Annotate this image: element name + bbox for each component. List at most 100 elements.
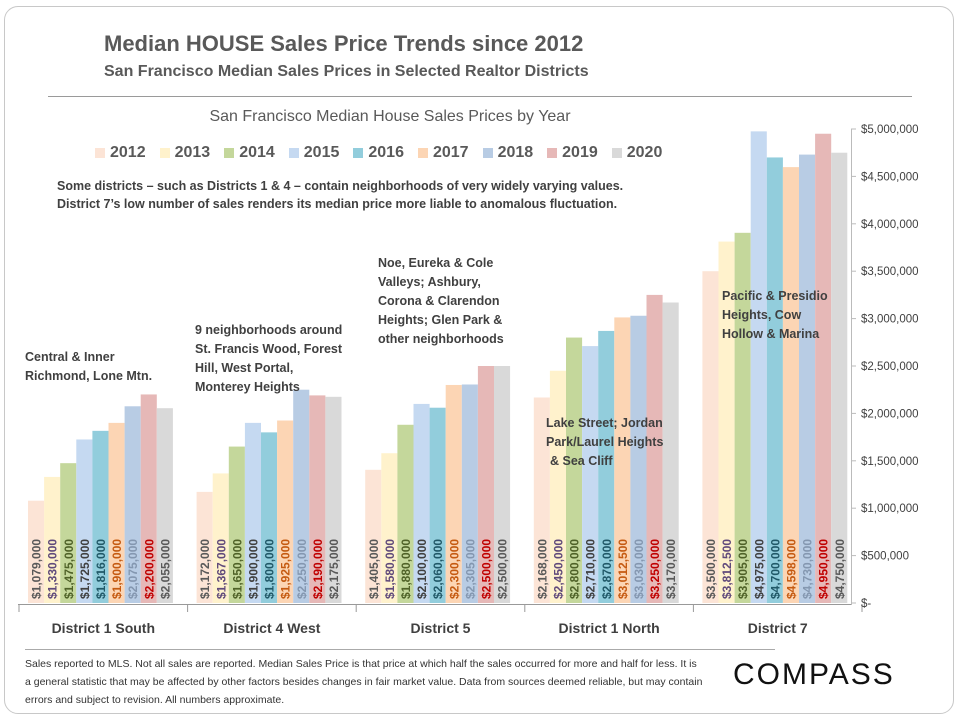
annotation-line: Monterey Heights [195, 380, 300, 394]
legend-item-2014: 2014 [224, 144, 275, 162]
bar-2018 [461, 384, 478, 603]
data-label: $2,175,000 [327, 539, 341, 599]
data-label: $3,250,000 [648, 539, 662, 599]
category-label: District 1 North [559, 620, 660, 636]
page-title: Median HOUSE Sales Price Trends since 20… [104, 31, 584, 56]
legend-swatch [417, 148, 428, 158]
bar-2012 [702, 271, 719, 603]
annotation-line: Corona & Clarendon [378, 294, 500, 308]
bar-2012 [196, 491, 213, 603]
annotation-line: Noe, Eureka & Cole [378, 256, 494, 270]
data-label: $2,500,000 [479, 539, 493, 599]
district-annotation: Central & Inner Richmond, Lone Mtn. [25, 348, 152, 386]
bar-2013 [718, 241, 735, 603]
annotation-line: & Sea Cliff [550, 454, 613, 468]
bar-2015 [244, 422, 261, 603]
data-label: $1,880,000 [399, 539, 413, 599]
bar-2016 [766, 157, 783, 603]
legend-swatch [95, 148, 105, 158]
district-annotation: 9 neighborhoods around St. Francis Wood, … [195, 321, 342, 397]
y-tick-label: $4,000,000 [861, 219, 919, 231]
data-label: $1,172,000 [198, 539, 212, 599]
bar-2012 [28, 500, 45, 603]
annotation-line: Park/Laurel Heights [546, 435, 664, 449]
bar-2020 [831, 152, 848, 603]
page-subtitle: San Francisco Median Sales Prices in Sel… [104, 63, 589, 80]
bar-2018 [630, 315, 647, 603]
y-tick-label: $2,000,000 [861, 408, 919, 420]
bar-2016 [92, 430, 109, 603]
annotation-line: Heights, Cow [722, 308, 802, 322]
bar-2020 [325, 396, 342, 603]
bar-2018 [124, 406, 141, 603]
bar-2019 [140, 394, 157, 603]
data-label: $2,060,000 [431, 539, 445, 599]
y-tick-label: $2,500,000 [861, 361, 919, 373]
bar-2015 [750, 131, 767, 603]
legend-swatch [353, 148, 364, 158]
chart-title: San Francisco Median House Sales Prices … [209, 108, 571, 125]
data-label: $4,730,000 [801, 539, 815, 599]
legend-item-2012: 2012 [95, 144, 146, 162]
bar-2017 [277, 420, 294, 603]
bar-2015 [413, 403, 430, 603]
data-label: $1,925,000 [279, 539, 293, 599]
annotation-line: Valleys; Ashbury, [378, 275, 481, 289]
bar-2020 [662, 302, 679, 603]
category-label: District 5 [411, 620, 471, 636]
slide-card [4, 6, 954, 714]
data-label: $1,405,000 [367, 539, 381, 599]
bar-2015 [582, 346, 599, 603]
bar-2018 [293, 389, 310, 603]
annotation-line: Heights; Glen Park & [378, 313, 503, 327]
data-label: $2,870,000 [600, 539, 614, 599]
data-label: $1,079,000 [30, 539, 44, 599]
legend-label: 2017 [432, 144, 469, 161]
bar-2014 [734, 232, 751, 603]
legend-swatch [482, 148, 493, 158]
legend-item-2019: 2019 [547, 144, 598, 162]
data-label: $2,075,000 [126, 539, 140, 599]
data-label: $2,710,000 [584, 539, 598, 599]
data-label: $1,475,000 [62, 539, 76, 599]
bar-2018 [799, 154, 816, 603]
data-label: $1,330,000 [46, 539, 60, 599]
y-tick-label: $5,000,000 [861, 124, 919, 136]
data-label: $2,250,000 [295, 539, 309, 599]
legend-item-2017: 2017 [417, 144, 469, 162]
legend-label: 2012 [110, 144, 146, 161]
y-tick-label: $4,500,000 [861, 171, 919, 183]
data-label: $1,900,000 [246, 539, 260, 599]
district-annotation: Noe, Eureka & Cole Valleys; Ashbury, Coron… [378, 254, 504, 349]
legend-label: 2016 [368, 144, 404, 161]
legend-item-2016: 2016 [353, 144, 404, 162]
footer-divider [25, 649, 775, 650]
data-label: $2,305,000 [463, 539, 477, 599]
data-label: $2,300,000 [447, 539, 461, 599]
data-label: $3,170,000 [664, 539, 678, 599]
bar-2014 [566, 337, 583, 603]
bar-2020 [494, 366, 511, 603]
legend-swatch [224, 148, 235, 158]
compass-logo: COMPASS [733, 658, 895, 691]
header-divider [48, 96, 912, 97]
bar-2017 [445, 384, 462, 603]
y-tick-label: $- [861, 598, 871, 610]
bar-2013 [212, 473, 229, 603]
legend-swatch [611, 148, 622, 158]
note-line: Some districts – such as Districts 1 & 4… [57, 179, 624, 193]
data-label: $1,580,000 [383, 539, 397, 599]
category-label: District 4 West [223, 620, 320, 636]
bar-2017 [108, 422, 125, 603]
bar-2015 [76, 439, 93, 603]
data-label: $1,816,000 [94, 539, 108, 599]
bar-2016 [598, 330, 615, 603]
chart-legend: 2012 2013 2014 2015 2016 2017 2018 2019 2020 [95, 144, 662, 162]
bar-2020 [156, 408, 173, 603]
data-label: $3,905,000 [736, 539, 750, 599]
data-label: $4,975,000 [752, 539, 766, 599]
bar-2019 [477, 366, 494, 603]
data-label: $3,500,000 [704, 539, 718, 599]
legend-label: 2018 [497, 144, 534, 161]
footer-disclaimer: Sales reported to MLS. Not all sales are… [25, 658, 703, 706]
